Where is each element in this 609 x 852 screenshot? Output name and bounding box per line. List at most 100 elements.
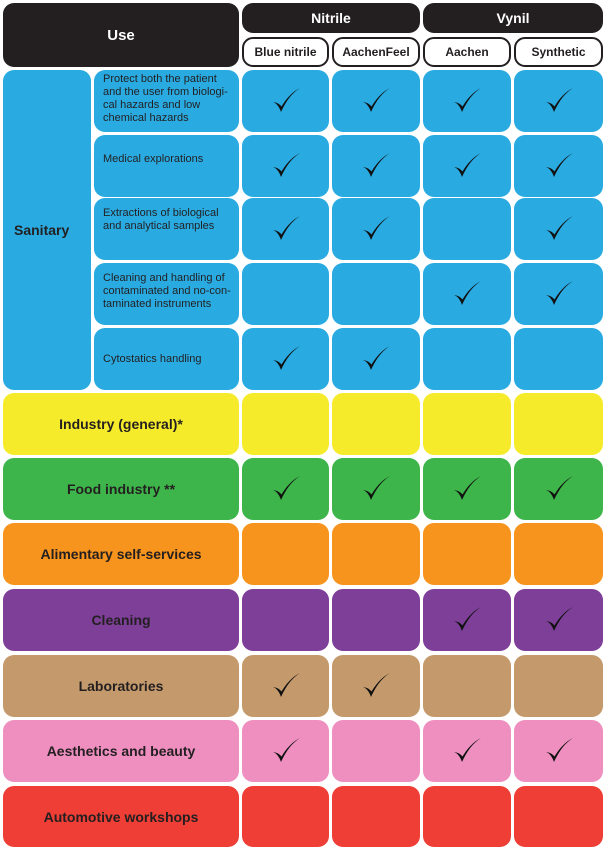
vynil-group-header: Vynil xyxy=(423,3,603,33)
check-cell xyxy=(423,135,511,197)
check-cell xyxy=(514,589,603,651)
checkmark-icon xyxy=(363,476,390,500)
checkmark-icon xyxy=(363,88,390,112)
check-cell xyxy=(423,328,511,390)
category-label: Food industry ** xyxy=(66,481,176,497)
check-cell xyxy=(332,393,420,455)
subcategory-label: Medical explorations xyxy=(103,153,204,165)
check-cell xyxy=(423,655,511,717)
checkmark-icon xyxy=(545,153,573,177)
checkmark-icon xyxy=(454,281,481,305)
checkmark-icon xyxy=(272,153,300,177)
check-cell xyxy=(242,135,329,197)
subcategory-label: Cytostatics handling xyxy=(103,352,202,365)
checkmark-icon xyxy=(272,346,300,370)
checkmark-icon xyxy=(272,476,300,500)
check-cell xyxy=(514,70,603,132)
category-cell: Food industry ** xyxy=(3,458,239,520)
column-header-aachenfeel: AachenFeel xyxy=(332,37,420,67)
check-cell xyxy=(514,720,603,782)
checkmark-icon xyxy=(454,607,481,631)
checkmark-icon xyxy=(272,216,300,240)
check-cell xyxy=(332,198,420,260)
nitrile-group-header: Nitrile xyxy=(242,3,420,33)
check-cell xyxy=(332,655,420,717)
check-cell xyxy=(423,263,511,325)
column-header-blue-nitrile: Blue nitrile xyxy=(242,37,329,67)
checkmark-icon xyxy=(363,216,390,240)
check-cell xyxy=(514,263,603,325)
check-cell xyxy=(242,655,329,717)
column-header-label: Aachen xyxy=(445,45,489,59)
check-cell xyxy=(514,393,603,455)
checkmark-icon xyxy=(545,216,573,240)
category-cell: Alimentary self-services xyxy=(3,523,239,585)
checkmark-icon xyxy=(272,88,300,112)
nitrile-group-label: Nitrile xyxy=(311,10,351,26)
category-label: Aesthetics and beauty xyxy=(46,743,196,759)
checkmark-icon xyxy=(272,738,300,762)
check-cell xyxy=(332,523,420,585)
check-cell xyxy=(332,70,420,132)
check-cell xyxy=(514,523,603,585)
check-cell xyxy=(242,786,329,847)
checkmark-icon xyxy=(454,738,481,762)
checkmark-icon xyxy=(454,476,481,500)
category-label: Cleaning xyxy=(91,612,151,628)
check-cell xyxy=(332,458,420,520)
checkmark-icon xyxy=(545,607,573,631)
check-cell xyxy=(332,263,420,325)
check-cell xyxy=(242,70,329,132)
category-label: Alimentary self-services xyxy=(40,546,202,562)
check-cell xyxy=(242,393,329,455)
column-header-label: AachenFeel xyxy=(342,45,410,59)
category-cell: Automotive workshops xyxy=(3,786,239,847)
subcategory-label: Extractions of biological and analytical… xyxy=(103,207,219,232)
checkmark-icon xyxy=(363,346,390,370)
check-cell xyxy=(332,589,420,651)
subcategory-cell: Cleaning and handling of contaminated an… xyxy=(94,263,239,325)
category-label: Automotive workshops xyxy=(43,808,199,825)
use-header-label: Use xyxy=(107,26,135,44)
category-label: Sanitary xyxy=(14,222,70,238)
use-header: Use xyxy=(3,3,239,67)
check-cell xyxy=(423,720,511,782)
vynil-group-label: Vynil xyxy=(496,10,530,26)
checkmark-icon xyxy=(545,281,573,305)
subcategory-label: Cleaning and handling of contaminated an… xyxy=(103,272,231,310)
check-cell xyxy=(514,786,603,847)
check-cell xyxy=(332,328,420,390)
check-cell xyxy=(242,458,329,520)
check-cell xyxy=(423,458,511,520)
check-cell xyxy=(332,135,420,197)
check-cell xyxy=(332,720,420,782)
check-cell xyxy=(242,589,329,651)
subcategory-cell: Medical explorations xyxy=(94,135,239,197)
subcategory-label: Protect both the patient and the user fr… xyxy=(103,73,228,124)
subcategory-cell: Cytostatics handling xyxy=(94,328,239,390)
check-cell xyxy=(242,263,329,325)
checkmark-icon xyxy=(363,673,390,697)
category-cell-sanitary: Sanitary xyxy=(3,70,91,390)
checkmark-icon xyxy=(272,673,300,697)
checkmark-icon xyxy=(363,153,390,177)
check-cell xyxy=(514,198,603,260)
check-cell xyxy=(514,328,603,390)
column-header-label: Blue nitrile xyxy=(254,45,317,59)
check-cell xyxy=(242,720,329,782)
column-header-aachen: Aachen xyxy=(423,37,511,67)
column-header-label: Synthetic xyxy=(531,45,586,59)
check-cell xyxy=(242,198,329,260)
category-cell: Cleaning xyxy=(3,589,239,651)
check-cell xyxy=(423,198,511,260)
check-cell xyxy=(423,589,511,651)
checkmark-icon xyxy=(545,738,573,762)
check-cell xyxy=(514,135,603,197)
check-cell xyxy=(423,70,511,132)
column-header-synthetic: Synthetic xyxy=(514,37,603,67)
subcategory-cell: Protect both the patient and the user fr… xyxy=(94,70,239,132)
check-cell xyxy=(514,458,603,520)
category-cell: Industry (general)* xyxy=(3,393,239,455)
check-cell xyxy=(242,523,329,585)
check-cell xyxy=(423,786,511,847)
